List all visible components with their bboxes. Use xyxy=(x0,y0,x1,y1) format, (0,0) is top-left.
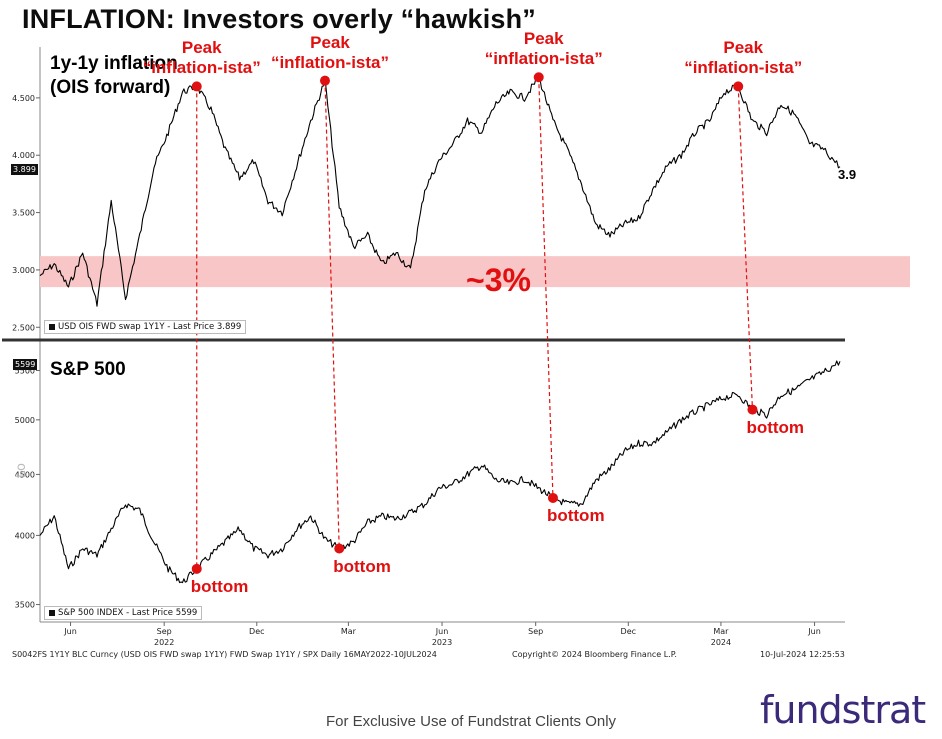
peak-bottom-connector xyxy=(324,80,340,549)
peak-marker xyxy=(533,72,544,83)
bottom-last-price-tag: 5599 xyxy=(13,359,38,370)
copyright: Copyright© 2024 Bloomberg Finance L.P. xyxy=(512,650,677,659)
footer-disclaimer: For Exclusive Use of Fundstrat Clients O… xyxy=(325,713,617,730)
xtick-label: Sep xyxy=(157,627,172,636)
bottom-marker xyxy=(334,543,345,554)
bottom-marker xyxy=(747,404,758,415)
year-label: 2024 xyxy=(711,638,731,647)
bottom-ytick-label: 5500 xyxy=(15,366,35,375)
xtick-label: Jun xyxy=(435,627,449,636)
inflation-band xyxy=(40,256,910,288)
bottom-marker xyxy=(191,563,202,574)
year-label: 2022 xyxy=(154,638,174,647)
timestamp: 10-Jul-2024 12:25:53 xyxy=(760,650,845,659)
peak-label-line1: Peak xyxy=(723,38,764,58)
xtick-label: Mar xyxy=(713,627,729,636)
peak-label-line2: “inflation-ista” xyxy=(484,49,603,69)
band-label: ~3% xyxy=(466,262,531,298)
peak-marker xyxy=(733,81,744,92)
peak-marker xyxy=(319,75,330,86)
bottom-ytick-label: 3500 xyxy=(15,601,35,610)
peak-label-line2: “inflation-ista” xyxy=(142,58,261,78)
top-ytick-label: 3.000 xyxy=(12,266,35,275)
xtick-label: Mar xyxy=(341,627,357,636)
xtick-label: Dec xyxy=(249,627,264,636)
top-ytick-label: 4.000 xyxy=(12,151,35,160)
peak-label-line2: “inflation-ista” xyxy=(270,52,390,72)
legend-square xyxy=(49,323,55,330)
peak-label-line1: Peak xyxy=(310,32,350,52)
top-ytick-label: 3.500 xyxy=(12,209,35,218)
log-axis-label: Lo xyxy=(14,463,29,478)
bottom-legend: S&P 500 INDEX - Last Price 5599 xyxy=(44,606,203,620)
bottom-label: bottom xyxy=(546,505,605,525)
peak-label: Peak “inflation-ista” xyxy=(142,38,262,78)
slide-title: INFLATION: Investors overly “hawkish” xyxy=(22,4,537,34)
top-end-label: 3.9 xyxy=(838,167,857,182)
bottom-label: bottom xyxy=(746,417,805,437)
year-label: 2023 xyxy=(432,638,452,647)
top-ytick-label: 2.500 xyxy=(12,323,35,332)
bottom-ytick-label: 4000 xyxy=(15,531,35,540)
bottom-panel-label: S&P 500 xyxy=(50,359,126,380)
peak-label-line1: Peak xyxy=(181,38,222,58)
sp500-series-line xyxy=(39,360,841,584)
top-legend-text: USD OIS FWD swap 1Y1Y - Last Price 3.899 xyxy=(58,322,242,332)
xtick-label: Jun xyxy=(63,627,77,636)
inflation-series-line xyxy=(39,75,841,307)
bottom-ytick-label: 5000 xyxy=(15,416,35,425)
bottom-legend-text: S&P 500 INDEX - Last Price 5599 xyxy=(58,608,198,618)
xtick-label: Dec xyxy=(621,627,636,636)
fundstrat-logo: fundstrat xyxy=(760,688,926,732)
xtick-label: Sep xyxy=(528,627,543,636)
bottom-label: bottom xyxy=(333,556,391,576)
bottom-marker xyxy=(547,492,558,503)
peak-bottom-connector xyxy=(538,77,554,498)
legend-square xyxy=(49,609,55,616)
top-ytick-label: 4.500 xyxy=(12,94,35,103)
top-legend: USD OIS FWD swap 1Y1Y - Last Price 3.899 xyxy=(44,320,247,334)
peak-label-line1: Peak xyxy=(523,29,564,49)
peak-bottom-connector xyxy=(737,86,754,410)
peak-label: Peak “inflation-ista” xyxy=(683,38,803,78)
peak-label-line2: “inflation-ista” xyxy=(684,58,803,78)
top-last-price-tag: 3.899 xyxy=(11,164,38,175)
top-panel-label: 1y-1y inflation (OIS forward) xyxy=(50,52,178,100)
peak-label: Peak “inflation-ista” xyxy=(484,29,604,69)
peak-label: Peak “inflation-ista” xyxy=(270,33,390,73)
top-panel-label-line2: (OIS forward) xyxy=(50,77,171,98)
bottom-ytick-label: 4500 xyxy=(15,470,35,479)
top-panel-label-line1: 1y-1y inflation xyxy=(50,53,178,74)
source-line: S0042FS 1Y1Y BLC Curncy (USD OIS FWD swa… xyxy=(12,650,437,659)
peak-marker xyxy=(191,81,202,92)
xtick-label: Jun xyxy=(807,627,821,636)
bottom-label: bottom xyxy=(190,576,249,596)
